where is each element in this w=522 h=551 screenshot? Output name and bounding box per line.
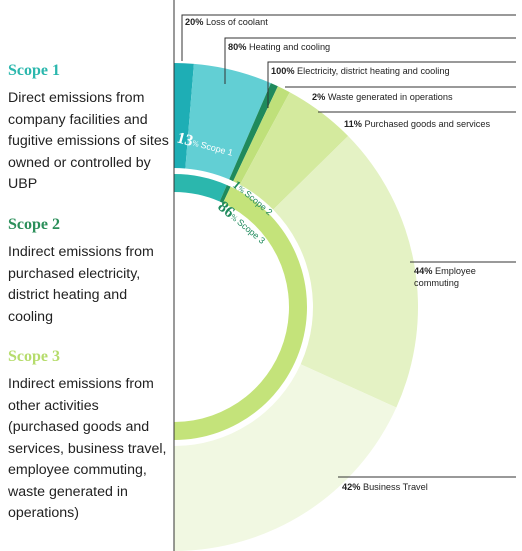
- scope-2-description: Indirect emissions from purchased electr…: [8, 244, 154, 325]
- outer-slice-waste-generated-in-operations: [233, 86, 290, 185]
- scope-1-title: Scope 1: [8, 62, 60, 79]
- outer-slice-loss-of-coolant: [174, 63, 194, 169]
- callouts: 20% Loss of coolant 80% Heating and cooli…: [181, 14, 516, 492]
- inner-ring: [174, 174, 307, 440]
- scope-3-title: Scope 3: [8, 348, 60, 365]
- scope-3-description: Indirect emissions from other activities…: [8, 376, 167, 521]
- inner-slice-scope-1: [174, 174, 227, 202]
- callout-loss-of-coolant-line: [181, 14, 516, 61]
- scope-2-title: Scope 2: [8, 216, 60, 233]
- callout-employee-commuting-label: 44% Employee commuting: [414, 266, 476, 288]
- outer-slice-purchased-goods-and-services: [239, 92, 349, 210]
- outer-ring: [174, 63, 419, 551]
- inner-slice-scope-3: [174, 186, 307, 440]
- outer-slice-business-travel: [174, 364, 397, 551]
- callout-waste-generated-in-operations-label: 2% Waste generated in operations: [312, 92, 453, 102]
- callout-purchased-goods-and-services-label: 11% Purchased goods and services: [344, 119, 490, 129]
- callout-heating-and-cooling-line: [224, 37, 516, 84]
- callout-business-travel-label: 42% Business Travel: [342, 482, 428, 492]
- callout-electricity-district-heating-and-cooling-line: [267, 61, 516, 108]
- inner-slice-scope-2: [219, 184, 231, 203]
- outer-slice-employee-commuting: [273, 136, 419, 408]
- outer-slice-heating-and-cooling: [185, 63, 271, 180]
- callout-heating-and-cooling-label: 80% Heating and cooling: [228, 42, 330, 52]
- callout-electricity-district-heating-and-cooling-label: 100% Electricity, district heating and c…: [271, 66, 450, 76]
- outer-slice-electricity-district-heating-and-cooling: [229, 83, 278, 182]
- callout-loss-of-coolant-label: 20% Loss of coolant: [185, 17, 268, 27]
- scope-1-description: Direct emissions from company facilities…: [8, 90, 169, 192]
